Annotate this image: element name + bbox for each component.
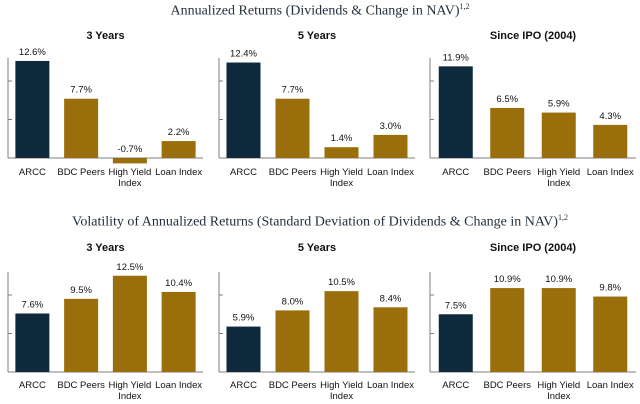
data-label: 7.5% [445,300,467,311]
panel-title: 5 Years [298,30,336,42]
data-label: 8.4% [380,293,402,304]
data-label: 5.9% [233,313,255,324]
category-label: Loan Index [587,167,634,178]
data-label: 5.9% [548,99,570,110]
bar-high-yield-index [324,147,359,158]
bar-high-yield-index [541,288,576,372]
data-label: 9.8% [599,283,621,294]
bar-high-yield-index [112,275,147,372]
category-label: Loan Index [367,167,414,178]
category-label: BDC Peers [269,380,317,391]
data-label: 6.5% [496,94,518,105]
category-label: Index [330,178,353,189]
data-label: 12.5% [116,262,143,273]
bar-bdc-peers [64,98,99,158]
category-label: BDC Peers [57,380,105,391]
category-label: BDC Peers [57,167,105,178]
bar-loan-index [161,291,196,372]
volatility-section-title: Volatility of Annualized Returns (Standa… [0,213,640,231]
bar-loan-index [373,307,408,372]
category-label: Index [330,391,353,402]
data-label: 10.9% [545,274,572,285]
bar-high-yield-index [541,112,576,158]
bar-arcc [15,60,50,159]
data-label: 11.9% [443,52,470,63]
bar-arcc [438,314,473,372]
bar-bdc-peers [275,98,310,158]
bar-arcc [226,326,261,372]
category-label: High Yield [320,380,363,391]
category-label: High Yield [108,380,151,391]
category-label: ARCC [19,167,46,178]
data-label: 1.4% [331,133,353,144]
category-label: ARCC [19,380,46,391]
data-label: 7.6% [22,299,44,310]
category-label: ARCC [230,167,257,178]
returns-title-footnote: 1,2 [459,2,470,11]
bar-bdc-peers [275,310,310,372]
category-label: Loan Index [155,380,202,391]
bar-loan-index [593,296,628,372]
category-label: ARCC [230,380,257,391]
bar-arcc [15,313,50,372]
data-label: 12.6% [19,47,46,58]
bar-loan-index [373,134,408,158]
category-label: Index [118,178,141,189]
category-label: Index [547,178,570,189]
panel-title: Since IPO (2004) [490,30,577,42]
bar-bdc-peers [490,288,525,372]
data-label: 12.4% [230,49,257,60]
returns-section-title: Annualized Returns (Dividends & Change i… [0,2,640,20]
category-label: Loan Index [587,380,634,391]
data-label: 10.9% [494,274,521,285]
data-label: 7.7% [70,85,92,96]
bar-high-yield-index [112,158,147,164]
panel-title: 3 Years [86,30,124,42]
category-label: BDC Peers [269,167,317,178]
category-label: High Yield [537,167,580,178]
category-label: Loan Index [155,167,202,178]
data-label: 10.4% [165,278,192,289]
panel-title: 5 Years [298,242,336,254]
data-label: 7.7% [282,85,304,96]
data-label: 10.5% [328,277,355,288]
bar-high-yield-index [324,291,359,372]
category-label: ARCC [442,380,469,391]
data-label: 4.3% [599,111,621,122]
panel-title: Since IPO (2004) [490,242,577,254]
category-label: BDC Peers [483,380,531,391]
panel-title: 3 Years [86,242,124,254]
data-label: 2.2% [168,127,190,138]
bar-bdc-peers [64,298,99,372]
bar-arcc [226,62,261,158]
data-label: 9.5% [70,285,92,296]
category-label: Index [118,391,141,402]
category-label: High Yield [320,167,363,178]
data-label: -0.7% [117,144,142,155]
category-label: ARCC [442,167,469,178]
category-label: Index [547,391,570,402]
category-label: Loan Index [367,380,414,391]
bar-bdc-peers [490,107,525,158]
volatility-title-footnote: 1,2 [557,213,568,222]
category-label: High Yield [537,380,580,391]
category-label: BDC Peers [483,167,531,178]
bar-loan-index [593,124,628,158]
category-label: High Yield [108,167,151,178]
volatility-title-text: Volatility of Annualized Returns (Standa… [72,214,558,230]
bar-arcc [438,66,473,158]
data-label: 8.0% [282,296,304,307]
bar-loan-index [161,141,196,158]
data-label: 3.0% [380,121,402,132]
returns-title-text: Annualized Returns (Dividends & Change i… [170,3,460,19]
